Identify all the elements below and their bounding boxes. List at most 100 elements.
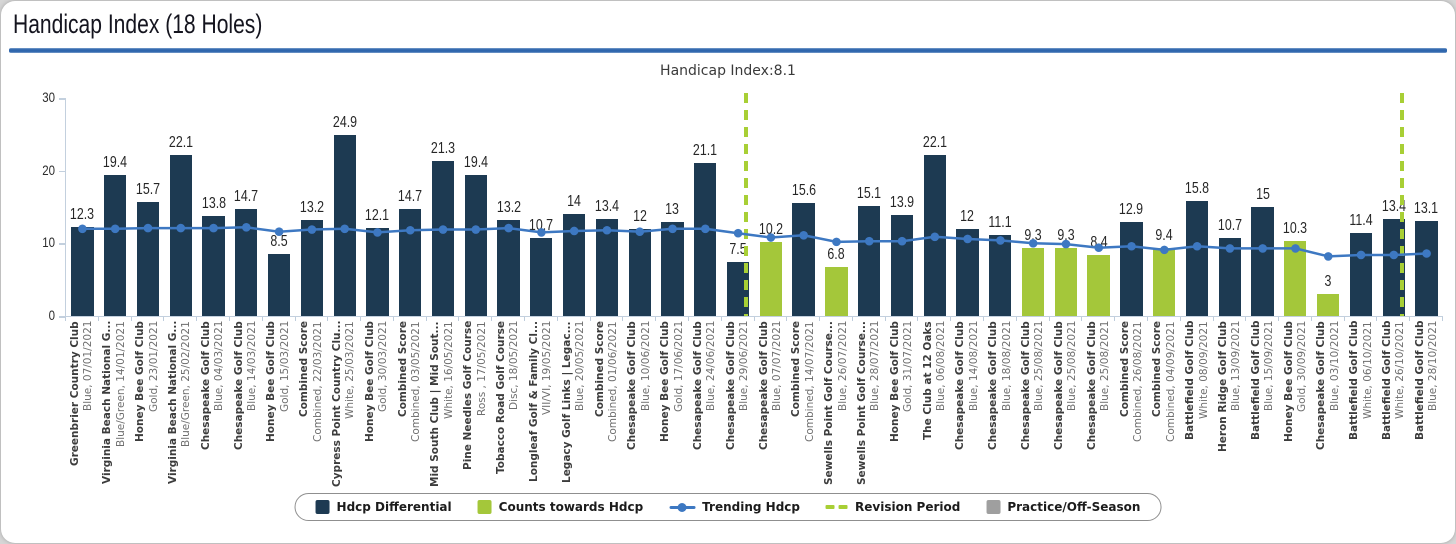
bar-value-label: 12 [632,207,647,225]
hdcp-differential-bar[interactable] [1120,222,1143,316]
tee-date: Blue, 07/07/2021 [770,321,783,412]
hdcp-differential-bar[interactable] [694,162,717,316]
hdcp-differential-bar[interactable] [267,254,291,316]
y-axis: 0 10 20 30 [1,90,65,323]
round-label: Battlefield Golf Club White, 06/10/2021 [1345,321,1378,492]
round-label: Heron Ridge Golf Club Blue, 13/09/2021 [1213,321,1246,492]
course-name: Greenbrier Country Club [68,321,81,466]
bar-value-label: 15.7 [135,180,161,198]
hdcp-differential-bar[interactable] [1185,201,1209,316]
round-label: Tobacco Road Golf Course Disc, 18/05/2021 [492,321,525,492]
bar-value-label: 9.4 [1155,226,1173,244]
hdcp-differential-bar[interactable] [858,206,881,316]
round-label: Virginia Beach National G... Blue/Green, … [163,321,196,492]
hdcp-differential-bar[interactable] [792,202,815,316]
course-name: Honey Bee Golf Club [1282,321,1295,442]
legend-item-dash[interactable]: Revision Period [826,500,960,514]
hdcp-differential-bar[interactable] [235,209,258,316]
tee-date: Blue, 13/09/2021 [1230,321,1243,412]
bar-value-label: 15.1 [857,185,882,203]
bar-slot: 13.9 [886,98,919,316]
hdcp-differential-bar[interactable] [169,155,192,316]
round-label: Chesapeake Golf Club Blue, 14/03/2021 [229,321,262,492]
hdcp-differential-bar[interactable] [989,235,1012,316]
counts-towards-hdcp-bar[interactable] [1054,248,1077,316]
hdcp-differential-bar[interactable] [562,214,586,316]
round-label: Virginia Beach National G... Blue/Green, … [98,321,131,492]
bar-value-label: 9.3 [1024,227,1042,245]
counts-towards-hdcp-bar[interactable] [1021,248,1045,316]
hdcp-differential-bar[interactable] [1349,233,1372,316]
bar-slot: 12.9 [1115,98,1148,316]
hdcp-differential-bar[interactable] [956,228,979,316]
hdcp-differential-bar[interactable] [530,238,553,316]
bar-slot: 13.2 [492,98,525,316]
hdcp-differential-bar[interactable] [661,221,684,316]
bar-value-label: 10.2 [758,220,783,238]
hdcp-differential-bar[interactable] [300,220,323,316]
hdcp-differential-bar[interactable] [1251,207,1274,316]
bar-slot: 13.1 [1410,98,1443,316]
legend-item-bar-navy[interactable]: Hdcp Differential [315,500,452,514]
hdcp-differential-bar[interactable] [497,220,520,316]
legend-item-bar-gray[interactable]: Practice/Off-Season [986,500,1140,514]
tee-date: Blue, 06/08/2021 [935,321,948,412]
hdcp-differential-bar[interactable] [71,226,94,316]
bar-value-label: 15.6 [791,181,816,199]
hdcp-differential-bar[interactable] [464,175,487,316]
hdcp-differential-bar[interactable] [726,261,750,316]
bar-slot: 15.1 [853,98,886,316]
bar-value-label: 13.4 [1381,197,1406,215]
bar-value-label: 15.8 [1184,180,1210,198]
bar-value-label: 13.1 [1414,199,1439,217]
course-name: Battlefield Golf Club [1381,321,1394,441]
tee-date: Combined, 22/03/2021 [311,321,324,442]
legend-item-bar-green[interactable]: Counts towards Hdcp [477,500,643,514]
x-tick-mark [753,317,755,321]
hdcp-differential-bar[interactable] [923,155,946,316]
round-label: Battlefield Golf Club White, 26/10/2021 [1378,321,1411,492]
hdcp-differential-bar[interactable] [890,215,914,316]
x-tick-mark [524,317,525,321]
hdcp-differential-bar[interactable] [628,228,651,316]
hdcp-differential-bar[interactable] [136,201,160,316]
x-tick-mark [65,317,66,321]
hdcp-differential-bar[interactable] [1415,220,1438,316]
bar-slot: 15.7 [132,98,165,316]
hdcp-differential-bar[interactable] [595,218,619,316]
hdcp-differential-bar[interactable] [202,215,225,316]
bar-value-label: 22.1 [168,134,193,152]
counts-towards-hdcp-bar[interactable] [1087,254,1110,316]
hdcp-differential-bar[interactable] [399,209,422,316]
course-name: Chesapeake Golf Club [1052,321,1065,450]
course-name: Battlefield Golf Club [1249,321,1262,441]
bar-slot: 9.4 [1148,98,1181,316]
round-label: Mid South Club | Mid Sout... White, 16/05… [426,321,459,492]
hdcp-differential-bar[interactable] [333,135,356,316]
bar-value-label: 9.3 [1057,227,1075,245]
tee-date: Gold, 23/01/2021 [147,321,160,413]
counts-towards-hdcp-bar[interactable] [1316,294,1340,316]
hdcp-differential-bar[interactable] [1218,238,1241,316]
y-tick-label: 30 [42,90,55,105]
counts-towards-hdcp-bar[interactable] [1284,241,1307,316]
tee-date: Blue, 15/09/2021 [1263,321,1276,412]
course-name: Longleaf Golf & Family Cl... [527,321,540,482]
hdcp-differential-bar[interactable] [366,228,389,316]
hdcp-differential-bar[interactable] [431,161,455,316]
hdcp-differential-bar[interactable] [104,175,127,316]
legend-item-line[interactable]: Trending Hdcp [669,500,800,514]
x-tick-mark [556,317,558,321]
course-name: Chesapeake Golf Club [724,321,737,450]
x-tick-mark [1310,317,1312,321]
x-tick-mark [819,317,821,321]
x-tick-mark [228,317,230,321]
counts-towards-hdcp-bar[interactable] [825,266,848,316]
round-label: Combined Score Combined, 14/07/2021 [787,321,820,492]
tee-date: Combined, 14/07/2021 [803,321,816,442]
counts-towards-hdcp-bar[interactable] [759,241,782,316]
tee-date: Blue, 14/03/2021 [245,321,258,412]
counts-towards-hdcp-bar[interactable] [1153,247,1176,316]
legend-label: Hdcp Differential [336,500,452,514]
